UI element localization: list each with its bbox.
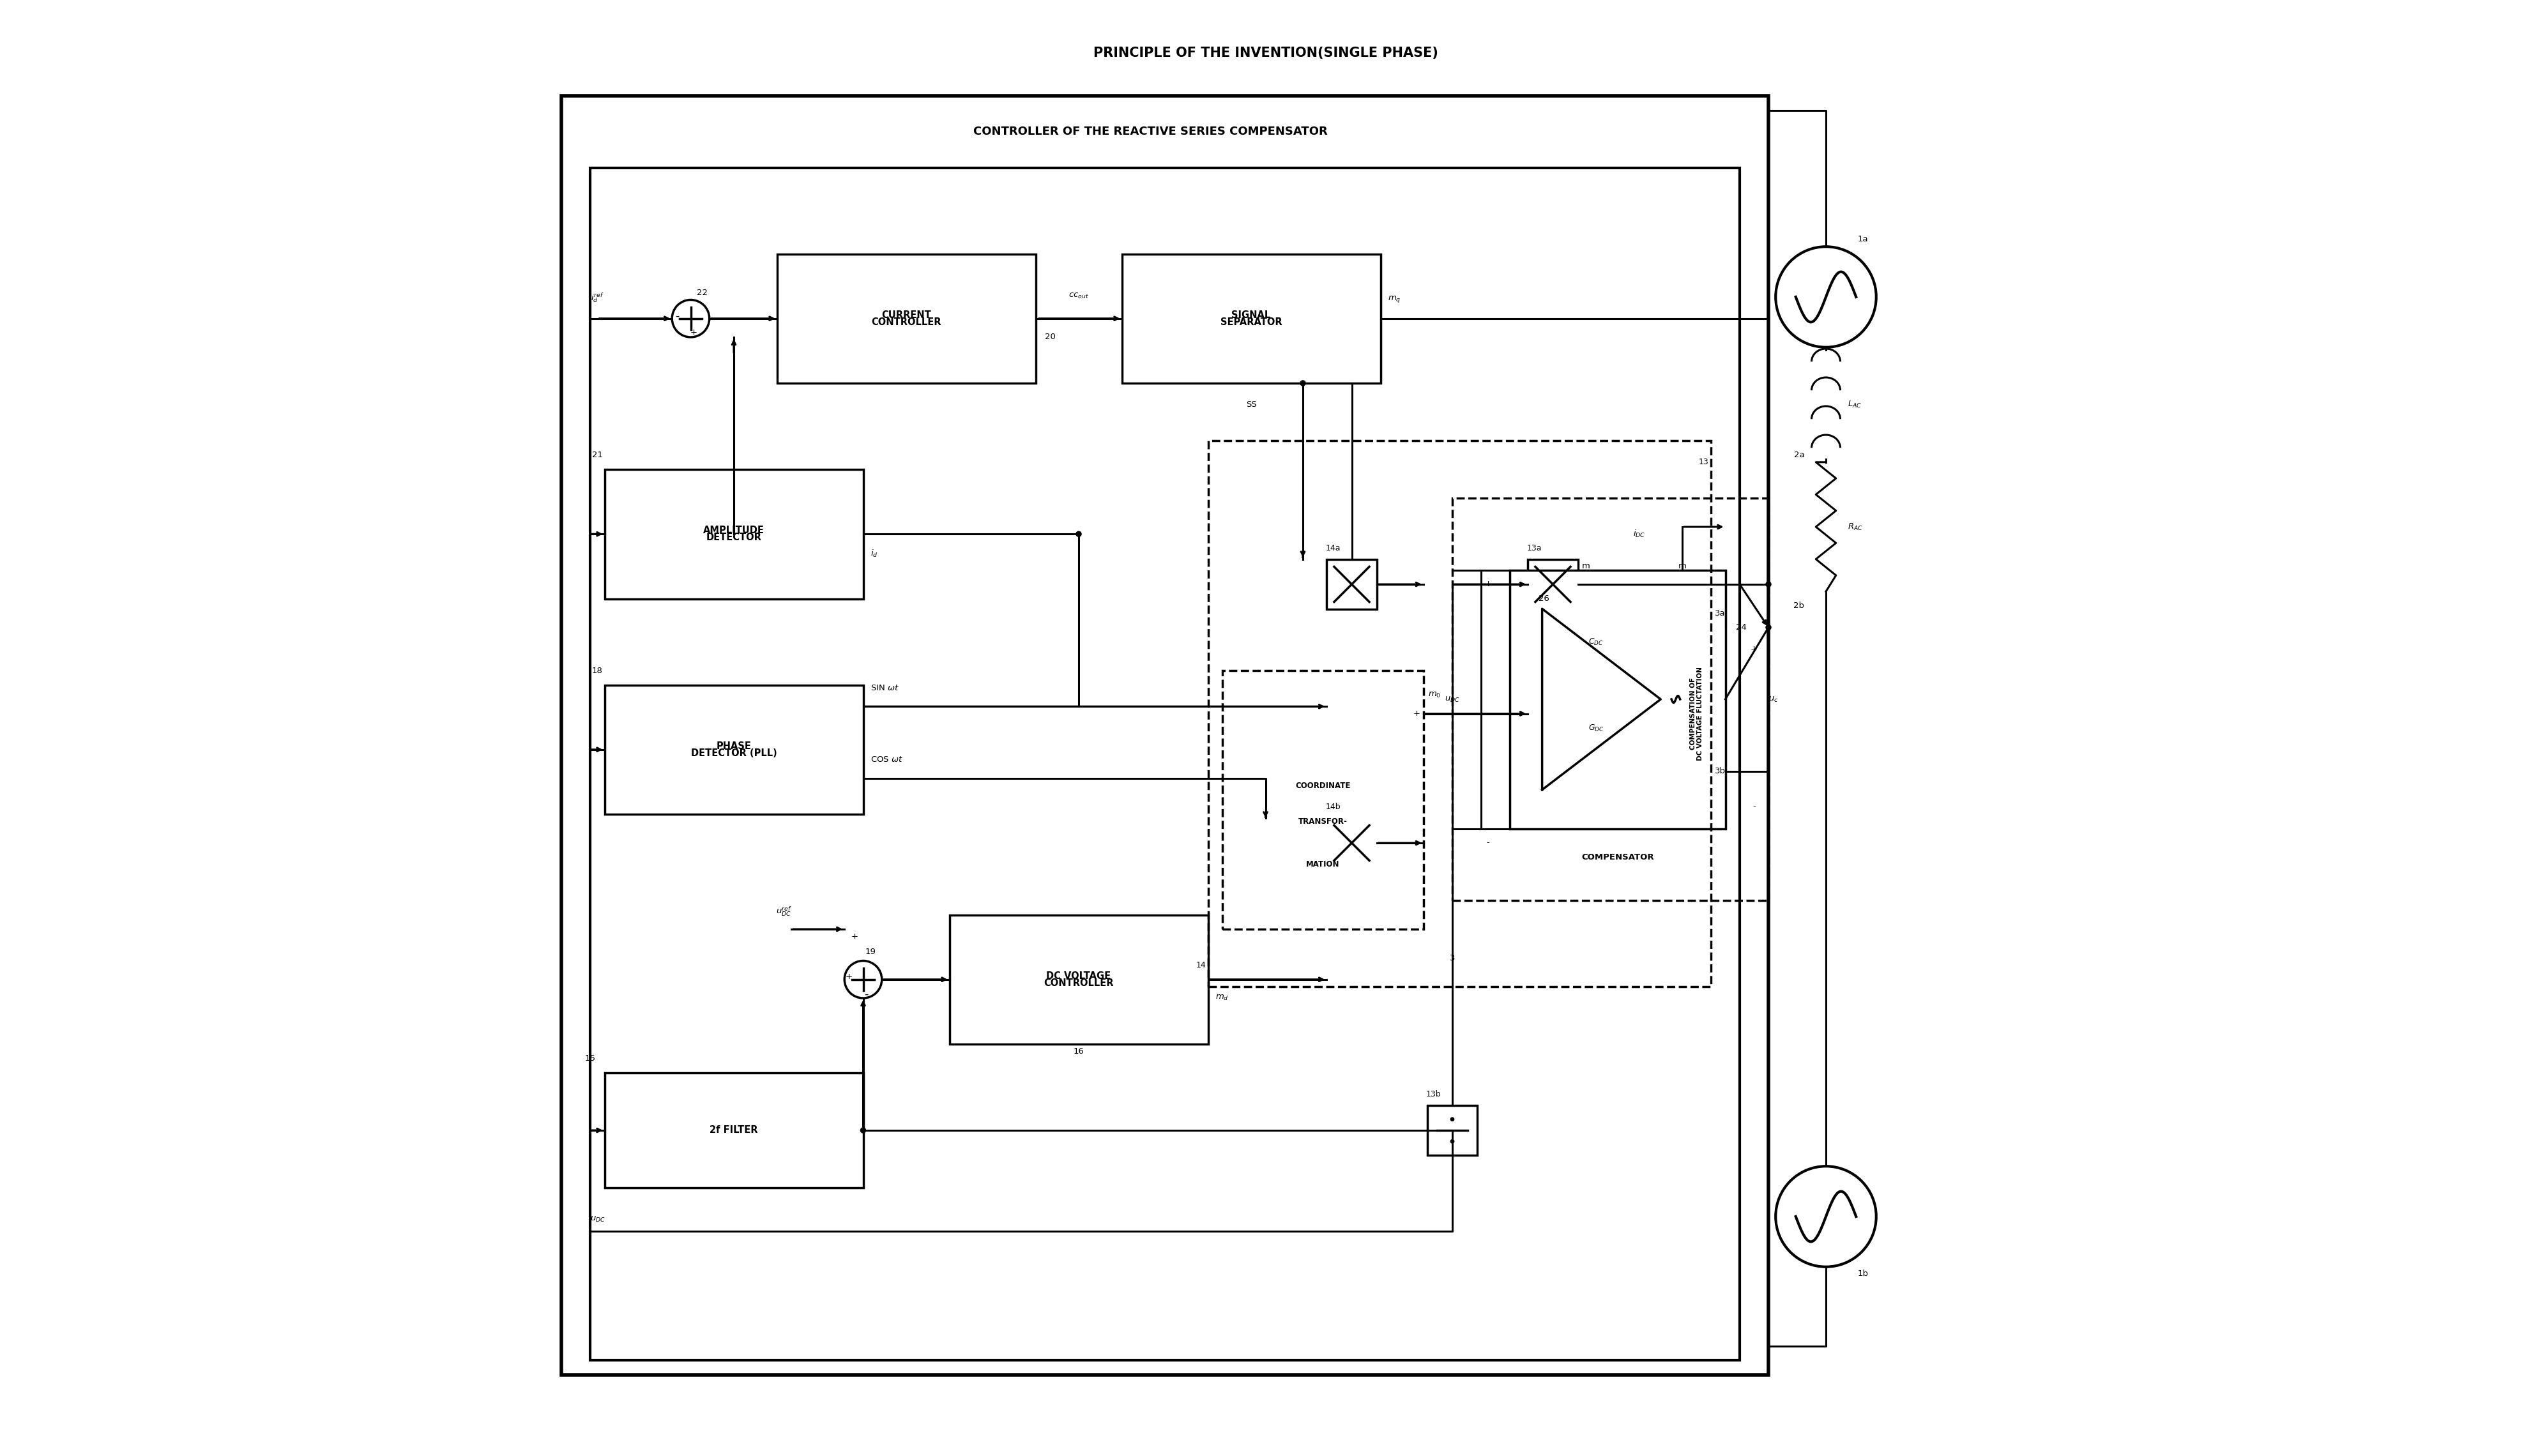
Text: 22: 22 bbox=[696, 288, 709, 297]
Text: 18: 18 bbox=[592, 667, 602, 674]
Bar bbox=[562, 96, 1769, 1374]
Circle shape bbox=[1767, 625, 1772, 630]
Text: 26: 26 bbox=[1539, 594, 1549, 603]
Text: $m_q$: $m_q$ bbox=[1387, 294, 1400, 304]
Text: 21: 21 bbox=[592, 451, 602, 459]
Text: 3: 3 bbox=[1450, 954, 1455, 962]
Text: $i_{DC}$: $i_{DC}$ bbox=[1632, 529, 1645, 539]
Bar bbox=[605, 469, 863, 598]
Text: AMPLITUDE: AMPLITUDE bbox=[704, 526, 764, 536]
Text: +: + bbox=[850, 932, 858, 941]
Bar bbox=[1529, 559, 1577, 610]
Text: 1b: 1b bbox=[1858, 1270, 1868, 1278]
Text: +: + bbox=[691, 328, 696, 336]
Circle shape bbox=[861, 1128, 866, 1133]
Bar bbox=[1427, 1105, 1478, 1156]
Text: 14: 14 bbox=[1195, 961, 1205, 970]
Text: CURRENT: CURRENT bbox=[881, 310, 931, 320]
Text: -: - bbox=[1486, 839, 1491, 847]
Text: CONTROLLER: CONTROLLER bbox=[1043, 978, 1114, 987]
Text: $u_{DC}^{ref}$: $u_{DC}^{ref}$ bbox=[777, 906, 792, 917]
Text: MATION: MATION bbox=[1306, 860, 1339, 869]
Text: SS: SS bbox=[1245, 400, 1255, 409]
Text: $i_d^{ref}$: $i_d^{ref}$ bbox=[590, 291, 605, 304]
Text: COMPENSATOR: COMPENSATOR bbox=[1582, 853, 1653, 862]
Text: m: m bbox=[1582, 562, 1589, 569]
Bar bbox=[1207, 441, 1711, 987]
Text: COS $\omega t$: COS $\omega t$ bbox=[871, 756, 904, 764]
Text: SIN $\omega t$: SIN $\omega t$ bbox=[871, 684, 899, 692]
Circle shape bbox=[1301, 380, 1306, 386]
Bar bbox=[1222, 671, 1422, 929]
Text: +: + bbox=[845, 973, 853, 981]
Text: -: - bbox=[676, 310, 678, 322]
Text: 13a: 13a bbox=[1526, 545, 1541, 552]
Text: $u_c$: $u_c$ bbox=[1769, 695, 1779, 703]
Circle shape bbox=[1450, 1140, 1453, 1143]
Text: $u_{DC}$: $u_{DC}$ bbox=[1445, 695, 1460, 703]
Text: SIGNAL: SIGNAL bbox=[1233, 310, 1271, 320]
Text: m: m bbox=[1678, 562, 1686, 569]
Text: PHASE: PHASE bbox=[716, 741, 752, 751]
Text: DETECTOR: DETECTOR bbox=[706, 533, 762, 542]
Text: 15: 15 bbox=[585, 1054, 595, 1063]
Text: 24: 24 bbox=[1736, 623, 1746, 632]
Text: 16: 16 bbox=[1073, 1047, 1083, 1056]
Bar bbox=[949, 914, 1207, 1044]
Text: $i_d$: $i_d$ bbox=[871, 549, 878, 559]
Circle shape bbox=[845, 961, 881, 999]
Text: 2a: 2a bbox=[1794, 451, 1805, 459]
Text: COORDINATE: COORDINATE bbox=[1296, 782, 1352, 789]
Text: 1a: 1a bbox=[1858, 236, 1868, 243]
Bar bbox=[1326, 818, 1377, 868]
Text: $cc_{out}$: $cc_{out}$ bbox=[1068, 291, 1088, 300]
Text: 13b: 13b bbox=[1425, 1091, 1440, 1098]
Text: SEPARATOR: SEPARATOR bbox=[1220, 317, 1283, 326]
Text: $L_{AC}$: $L_{AC}$ bbox=[1848, 400, 1863, 409]
Circle shape bbox=[1076, 531, 1081, 537]
Bar bbox=[1511, 569, 1726, 828]
Text: 14a: 14a bbox=[1326, 545, 1341, 552]
Text: $C_{DC}$: $C_{DC}$ bbox=[1589, 636, 1605, 646]
Text: $m_0$: $m_0$ bbox=[1427, 692, 1440, 699]
Circle shape bbox=[1450, 1118, 1453, 1121]
Text: +: + bbox=[1412, 709, 1420, 718]
Text: $G_{DC}$: $G_{DC}$ bbox=[1587, 724, 1605, 732]
Text: 19: 19 bbox=[866, 948, 876, 957]
Bar bbox=[1326, 559, 1377, 610]
Text: $u_{DC}$: $u_{DC}$ bbox=[590, 1216, 605, 1223]
Text: -: - bbox=[863, 989, 868, 1000]
Text: CONTROLLER OF THE REACTIVE SERIES COMPENSATOR: CONTROLLER OF THE REACTIVE SERIES COMPEN… bbox=[974, 127, 1329, 137]
Bar bbox=[605, 1073, 863, 1188]
Bar bbox=[605, 684, 863, 814]
Text: DETECTOR (PLL): DETECTOR (PLL) bbox=[691, 748, 777, 757]
Circle shape bbox=[673, 300, 709, 338]
Text: DC VOLTAGE: DC VOLTAGE bbox=[1045, 971, 1111, 981]
Text: 3a: 3a bbox=[1713, 609, 1726, 617]
Circle shape bbox=[1767, 582, 1772, 587]
Text: PRINCIPLE OF THE INVENTION(SINGLE PHASE): PRINCIPLE OF THE INVENTION(SINGLE PHASE) bbox=[1093, 47, 1438, 60]
Text: $m_d$: $m_d$ bbox=[1215, 994, 1228, 1002]
Text: 2b: 2b bbox=[1794, 601, 1805, 610]
Text: -: - bbox=[1751, 802, 1757, 811]
Text: TRANSFOR-: TRANSFOR- bbox=[1298, 817, 1346, 826]
Bar bbox=[777, 253, 1035, 383]
Text: 3b: 3b bbox=[1713, 767, 1726, 775]
Text: 20: 20 bbox=[1045, 333, 1055, 341]
Text: +: + bbox=[1486, 579, 1491, 588]
Text: CONTROLLER: CONTROLLER bbox=[871, 317, 942, 326]
Bar bbox=[590, 167, 1739, 1360]
Bar bbox=[1453, 498, 1769, 900]
Text: $R_{AC}$: $R_{AC}$ bbox=[1848, 523, 1863, 531]
Circle shape bbox=[1777, 246, 1875, 347]
Bar bbox=[1121, 253, 1379, 383]
Text: 14b: 14b bbox=[1326, 802, 1341, 811]
Text: +: + bbox=[1751, 645, 1757, 654]
Circle shape bbox=[1777, 1166, 1875, 1267]
Text: 2f FILTER: 2f FILTER bbox=[709, 1125, 757, 1136]
Text: 13: 13 bbox=[1698, 459, 1708, 466]
Text: COMPENSATION OF
DC VOLTAGE FLUCTATION: COMPENSATION OF DC VOLTAGE FLUCTATION bbox=[1691, 667, 1703, 760]
